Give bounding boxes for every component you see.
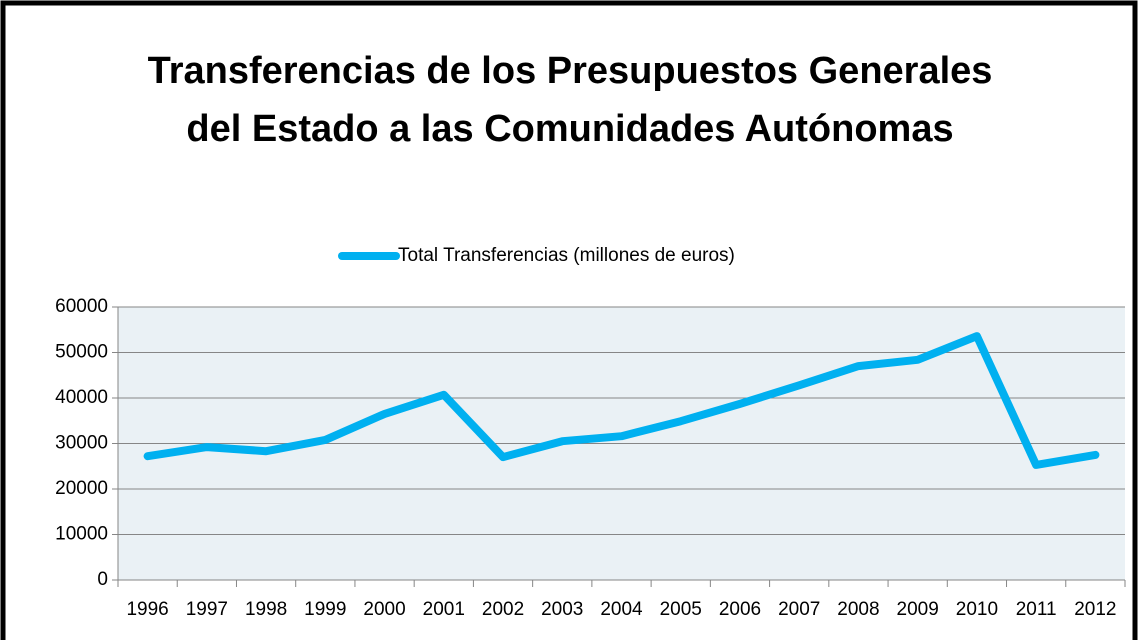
y-tick-label: 50000 [55,342,108,363]
x-tick-label: 2012 [1074,599,1116,620]
x-tick-label: 1999 [304,599,346,620]
data-line [143,332,1100,469]
x-tick-label: 2000 [363,599,405,620]
x-tick-label: 1996 [126,599,168,620]
x-tick-label: 2002 [482,599,524,620]
y-tick-label: 20000 [55,478,108,499]
x-tick-label: 2006 [719,599,761,620]
x-tick-label: 2005 [660,599,702,620]
chart-title: Transferencias de los Presupuestos Gener… [147,50,993,150]
x-tick-label: 2003 [541,599,583,620]
x-tick-label: 2011 [1016,599,1057,620]
x-tick-label: 2008 [837,599,879,620]
x-tick-label: 2009 [897,599,939,620]
x-tick-label: 1998 [245,599,287,620]
y-tick-label: 0 [97,569,108,590]
x-tick-label: 1997 [186,599,228,620]
legend-label: Total Transferencias (millones de euros) [398,245,735,266]
y-tick-label: 30000 [55,433,108,454]
y-tick-label: 40000 [55,387,108,408]
y-tick-label: 10000 [55,524,108,545]
x-tick-label: 2007 [778,599,820,620]
x-tick-label: 2001 [423,599,465,620]
x-tick-label: 2010 [956,599,998,620]
x-tick-label: 2004 [600,599,643,620]
y-tick-label: 60000 [55,296,108,317]
